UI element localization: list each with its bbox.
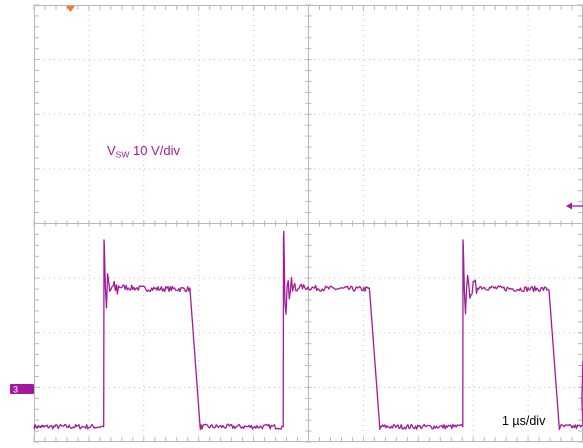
time-scale-label: 1 µs/div (502, 414, 546, 428)
trace-label-sub: SW (116, 150, 130, 160)
trace-scale-label: VSW 10 V/div (107, 143, 180, 160)
vsw-waveform (33, 230, 583, 431)
trigger-level-arrow (566, 202, 583, 210)
trace-label-scale: 10 V/div (129, 143, 180, 158)
channel-3-label: 3 (13, 385, 18, 395)
trace-label-v: V (107, 143, 116, 158)
graticule-ticks (33, 4, 583, 443)
channel-3-marker: 3 (10, 384, 34, 395)
trigger-marker (66, 6, 75, 12)
